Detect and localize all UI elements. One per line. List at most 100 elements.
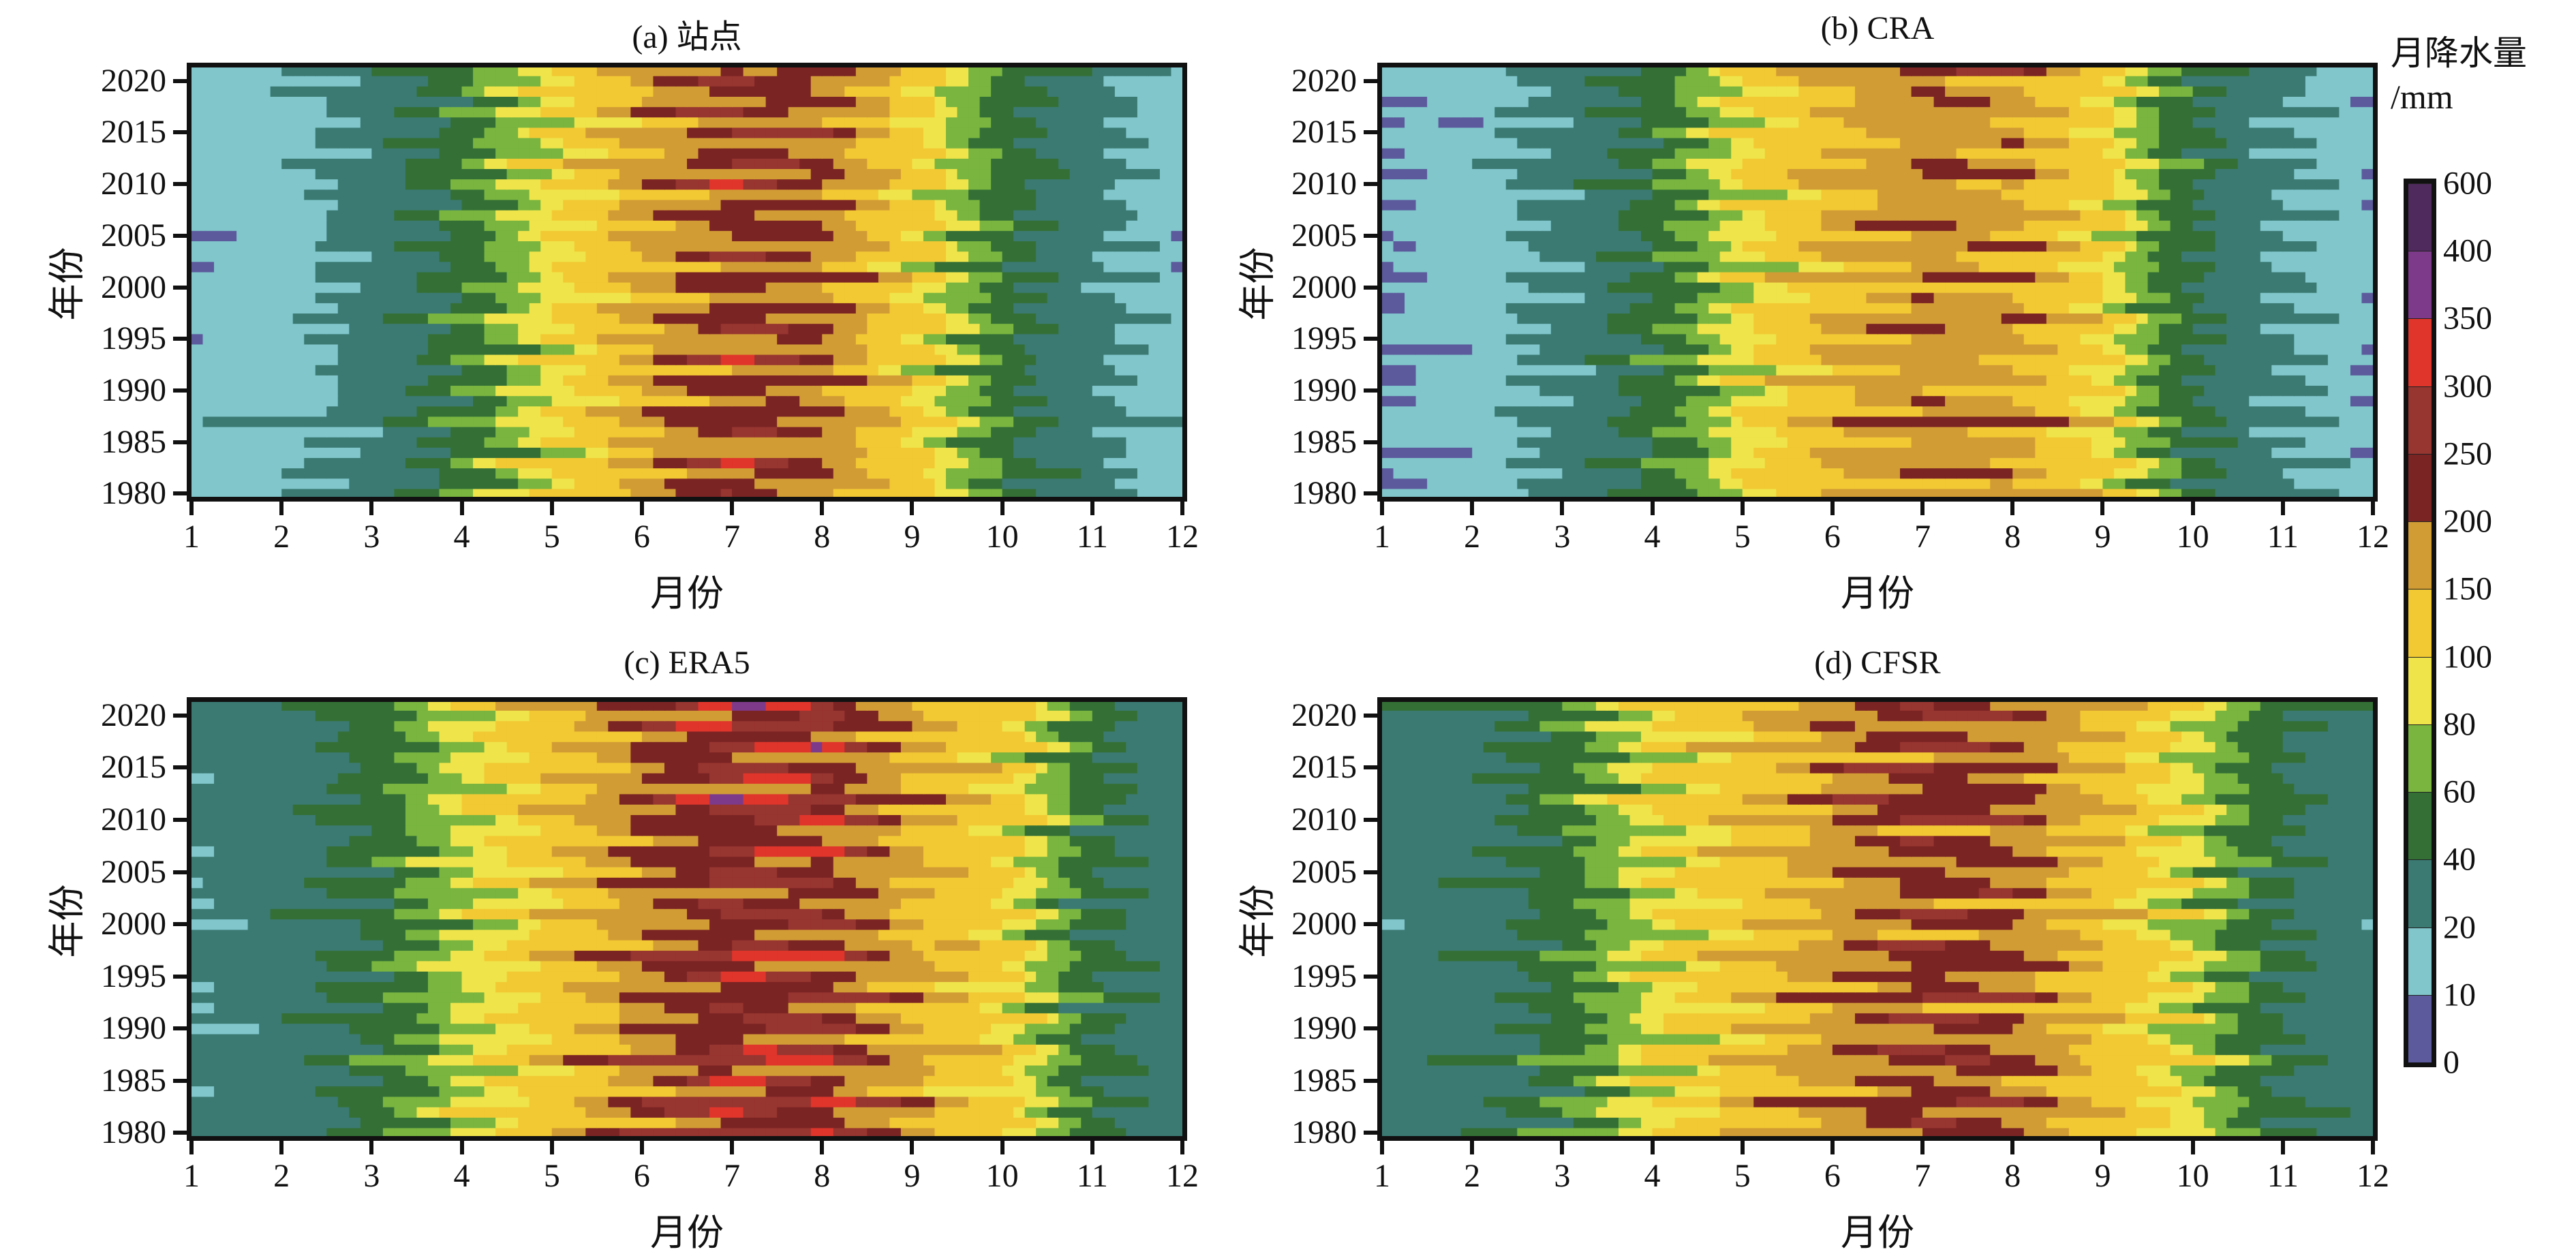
heatmap-cell (1619, 406, 1630, 417)
heatmap-cell (1596, 375, 1608, 386)
heatmap-cell (709, 385, 721, 396)
heatmap-cell (1036, 334, 1047, 345)
heatmap-cell (630, 324, 642, 335)
heatmap-cell (608, 241, 619, 251)
heatmap-cell (935, 457, 947, 468)
heatmap-cell (473, 344, 485, 355)
heatmap-cell (1070, 468, 1082, 479)
heatmap-cell (2339, 478, 2350, 489)
heatmap-cell (1092, 117, 1104, 128)
heatmap-cell (709, 272, 721, 283)
heatmap-cell (485, 96, 496, 107)
heatmap-cell (2080, 457, 2091, 468)
heatmap-cell (653, 416, 664, 427)
heatmap-cell (699, 416, 710, 427)
heatmap-cell (1047, 365, 1059, 376)
heatmap-cell (1103, 272, 1115, 283)
heatmap-cell (552, 179, 564, 190)
heatmap-cell (754, 210, 766, 221)
heatmap-cell (1584, 385, 1596, 396)
y-tick-mark (173, 337, 187, 341)
heatmap-cell (1708, 385, 1720, 396)
heatmap-cell (777, 324, 788, 335)
heatmap-cell (1115, 447, 1126, 458)
heatmap-cell (1002, 334, 1014, 345)
heatmap-cell (1036, 282, 1047, 293)
heatmap-cell (304, 427, 316, 438)
heatmap-cell (371, 220, 383, 231)
heatmap-cell (2012, 478, 2024, 489)
heatmap-cell (901, 200, 913, 211)
heatmap-cell (980, 406, 992, 417)
heatmap-cell (1450, 375, 1461, 386)
heatmap-cell (957, 365, 969, 376)
heatmap-cell (1070, 67, 1082, 76)
heatmap-cell (349, 375, 361, 386)
heatmap-cell (799, 179, 811, 190)
heatmap-cell (935, 127, 947, 138)
heatmap-cell (721, 457, 733, 468)
heatmap-cell (495, 138, 507, 149)
heatmap-cell (822, 272, 833, 283)
heatmap-cell (281, 396, 293, 407)
heatmap-cell (574, 478, 586, 489)
heatmap-cell (405, 148, 417, 159)
heatmap-cell (878, 457, 890, 468)
heatmap-cell (889, 241, 901, 251)
heatmap-cell (248, 396, 260, 407)
heatmap-cell (856, 158, 868, 169)
heatmap-cell (259, 148, 271, 159)
heatmap-cell (326, 241, 338, 251)
heatmap-cell (361, 189, 372, 200)
heatmap-cell (416, 457, 428, 468)
heatmap-cell (1103, 76, 1115, 87)
heatmap-cell (1025, 96, 1037, 107)
heatmap-cell (1686, 385, 1698, 396)
heatmap-cell (664, 478, 676, 489)
heatmap-cell (822, 282, 833, 293)
heatmap-cell (743, 148, 755, 159)
heatmap-cell (2339, 468, 2350, 479)
heatmap-cell (912, 313, 923, 324)
heatmap-cell (2215, 437, 2227, 448)
heatmap-cell (1855, 416, 1867, 427)
heatmap-cell (485, 375, 496, 386)
heatmap-cell (1776, 427, 1788, 438)
heatmap-cell (485, 127, 496, 138)
heatmap-cell (675, 324, 687, 335)
y-tick-mark (173, 388, 187, 393)
heatmap-cell (259, 489, 271, 497)
heatmap-cell (732, 107, 743, 118)
heatmap-cell (191, 292, 203, 303)
heatmap-cell (664, 179, 676, 190)
heatmap-cell (507, 241, 519, 251)
heatmap-cell (766, 385, 778, 396)
heatmap-cell (1002, 262, 1014, 273)
heatmap-cell (878, 138, 890, 149)
heatmap-cell (518, 138, 530, 149)
heatmap-cell (1472, 437, 1484, 448)
heatmap-cell (2057, 437, 2069, 448)
heatmap-cell (811, 262, 823, 273)
heatmap-cell (777, 427, 788, 438)
heatmap-cell (349, 76, 361, 87)
heatmap-cell (214, 272, 226, 283)
heatmap-cell (1641, 468, 1653, 479)
heatmap-cell (473, 76, 485, 87)
heatmap-cell (1843, 427, 1855, 438)
heatmap-cell (416, 158, 428, 169)
heatmap-cell (271, 365, 282, 376)
heatmap-cell (585, 282, 597, 293)
heatmap-cell (1731, 396, 1743, 407)
heatmap-cell (799, 303, 811, 313)
heatmap-cell (248, 344, 260, 355)
heatmap-cell (236, 117, 248, 128)
heatmap-cell (1036, 437, 1047, 448)
heatmap-cell (923, 230, 935, 241)
heatmap-cell (191, 334, 203, 345)
heatmap-cell (1484, 375, 1495, 386)
heatmap-cell (1013, 478, 1025, 489)
heatmap-cell (901, 416, 913, 427)
heatmap-cell (1753, 385, 1765, 396)
heatmap-cell (1160, 334, 1171, 345)
